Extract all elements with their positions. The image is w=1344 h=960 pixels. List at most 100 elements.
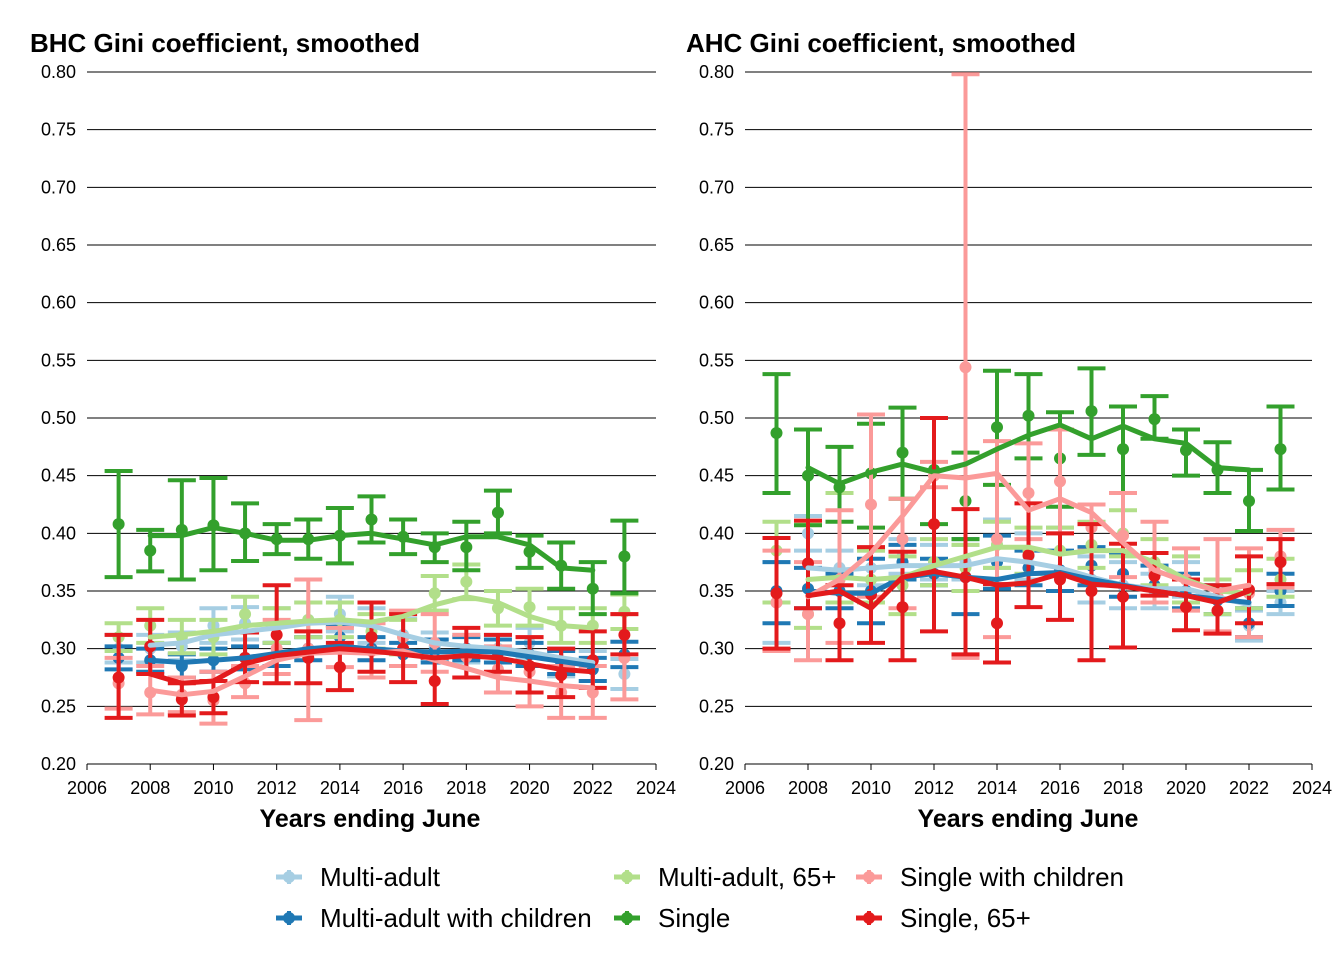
bhc-data-point <box>555 669 568 682</box>
legend-label: Single <box>658 903 730 933</box>
ahc-smoothed-line-multi-adult-65 <box>805 544 1252 596</box>
ahc-y-tick-label: 0.55 <box>699 350 734 370</box>
legend-label: Single with children <box>900 862 1124 892</box>
bhc-data-point <box>460 575 473 588</box>
bhc-data-point <box>365 631 378 644</box>
bhc-y-tick-label: 0.70 <box>41 177 76 197</box>
bhc-data-point <box>144 544 157 557</box>
bhc-smoothed-line-multi-adult <box>147 619 596 665</box>
ahc-x-tick-label: 2022 <box>1229 778 1269 798</box>
bhc-data-point <box>491 506 504 519</box>
legend-item-single-65: Single, 65+ <box>856 903 1031 933</box>
bhc-x-tick-label: 2010 <box>193 778 233 798</box>
ahc-y-tick-label: 0.40 <box>699 523 734 543</box>
ahc-y-tick-label: 0.30 <box>699 639 734 659</box>
bhc-y-tick-label: 0.65 <box>41 235 76 255</box>
ahc-y-tick-label: 0.50 <box>699 408 734 428</box>
ahc-x-tick-label: 2018 <box>1103 778 1143 798</box>
ahc-x-axis: 2006 2008 2010 2012 2014 2016 2018 2020 2022 2024 <box>725 763 1332 798</box>
ahc-data-point <box>1180 601 1192 614</box>
legend-item-multi-adult-with-children: Multi-adult with children <box>276 903 592 933</box>
bhc-x-tick-label: 2018 <box>446 778 486 798</box>
bhc-y-tick-label: 0.55 <box>41 350 76 370</box>
legend-swatch-point <box>621 912 633 924</box>
ahc-data-point <box>1211 604 1224 617</box>
legend-item-single: Single <box>614 903 730 933</box>
ahc-data-point <box>1148 413 1161 426</box>
bhc-y-axis: 0.20 0.25 0.30 0.35 0.40 0.45 0.50 0.55 0.60 0.65… <box>41 62 76 774</box>
bhc-x-axis: 2006 2008 2010 2012 2014 2016 2018 2020 2022 2024 <box>67 763 676 798</box>
bhc-data-point <box>428 587 441 600</box>
ahc-y-tick-label: 0.65 <box>699 235 734 255</box>
ahc-x-tick-label: 2024 <box>1292 778 1332 798</box>
bhc-x-tick-label: 2020 <box>510 778 550 798</box>
ahc-panel-title: AHC Gini coefficient, smoothed <box>686 28 1076 58</box>
bhc-data-point <box>365 513 378 526</box>
ahc-x-tick-label: 2016 <box>1040 778 1080 798</box>
bhc-y-tick-label: 0.75 <box>41 120 76 140</box>
bhc-data-point <box>112 518 125 531</box>
ahc-data-point <box>896 533 909 546</box>
ahc-data-point <box>1022 409 1035 422</box>
ahc-y-tick-label: 0.20 <box>699 754 734 774</box>
legend-swatch-point <box>863 912 875 924</box>
ahc-x-tick-label: 2014 <box>977 778 1017 798</box>
ahc-y-axis: 0.20 0.25 0.30 0.35 0.40 0.45 0.50 0.55 0.60 0.65… <box>699 62 734 774</box>
legend-swatch-point <box>621 871 633 883</box>
bhc-x-tick-label: 2008 <box>130 778 170 798</box>
ahc-data-point <box>991 617 1003 630</box>
ahc-x-axis-title: Years ending June <box>918 805 1139 833</box>
legend-item-multi-adult-65: Multi-adult, 65+ <box>614 862 836 892</box>
ahc-data-point <box>802 608 814 621</box>
ahc-data-point <box>1022 549 1035 562</box>
legend: Multi-adult Multi-adult, 65+ Single with c… <box>276 862 1124 933</box>
legend-item-single-with-children: Single with children <box>856 862 1124 892</box>
ahc-data-point <box>802 469 814 482</box>
ahc-data-point <box>1243 495 1255 508</box>
bhc-y-tick-label: 0.80 <box>41 62 76 82</box>
bhc-x-tick-label: 2022 <box>573 778 613 798</box>
bhc-y-tick-label: 0.45 <box>41 466 76 486</box>
bhc-data-point <box>618 628 631 641</box>
ahc-y-tick-label: 0.80 <box>699 62 734 82</box>
bhc-x-tick-label: 2024 <box>636 778 676 798</box>
ahc-x-tick-label: 2006 <box>725 778 765 798</box>
bhc-y-tick-label: 0.35 <box>41 581 76 601</box>
ahc-data-point <box>770 587 783 600</box>
bhc-data-point <box>112 671 125 684</box>
ahc-data-point <box>1117 443 1129 456</box>
ahc-data-point <box>833 617 846 630</box>
ahc-smoothed-line-single <box>805 422 1252 487</box>
ahc-data-point <box>1022 486 1035 499</box>
ahc-data-point <box>770 426 783 439</box>
bhc-data-point <box>428 674 441 687</box>
ahc-x-tick-label: 2020 <box>1166 778 1206 798</box>
ahc-data-point <box>1085 405 1098 418</box>
ahc-x-tick-label: 2012 <box>914 778 954 798</box>
ahc-y-tick-label: 0.25 <box>699 696 734 716</box>
bhc-y-tick-label: 0.60 <box>41 293 76 313</box>
ahc-data-point <box>1054 475 1066 488</box>
ahc-y-tick-label: 0.75 <box>699 120 734 140</box>
bhc-smoothed-line-single <box>147 525 596 573</box>
bhc-y-tick-label: 0.25 <box>41 696 76 716</box>
ahc-data-point <box>865 498 877 511</box>
bhc-smoothed-line-single-65 <box>147 646 596 686</box>
legend-label: Multi-adult, 65+ <box>658 862 836 892</box>
bhc-y-tick-label: 0.20 <box>41 754 76 774</box>
bhc-data-point <box>586 582 599 595</box>
ahc-panel: AHC Gini coefficient, smoothed 0.20 0.25 0… <box>686 28 1332 833</box>
legend-swatch-point <box>863 871 875 883</box>
bhc-y-tick-label: 0.30 <box>41 639 76 659</box>
bhc-panel-title: BHC Gini coefficient, smoothed <box>30 28 420 58</box>
ahc-data-point <box>991 533 1003 546</box>
legend-label: Single, 65+ <box>900 903 1031 933</box>
ahc-data-point <box>991 421 1003 434</box>
bhc-panel: BHC Gini coefficient, smoothed 0.20 0.25 0… <box>30 28 676 833</box>
bhc-data-point <box>333 661 346 674</box>
ahc-data-point <box>896 446 909 459</box>
legend-item-multi-adult: Multi-adult <box>276 862 441 892</box>
ahc-y-tick-label: 0.60 <box>699 293 734 313</box>
bhc-x-tick-label: 2016 <box>383 778 423 798</box>
